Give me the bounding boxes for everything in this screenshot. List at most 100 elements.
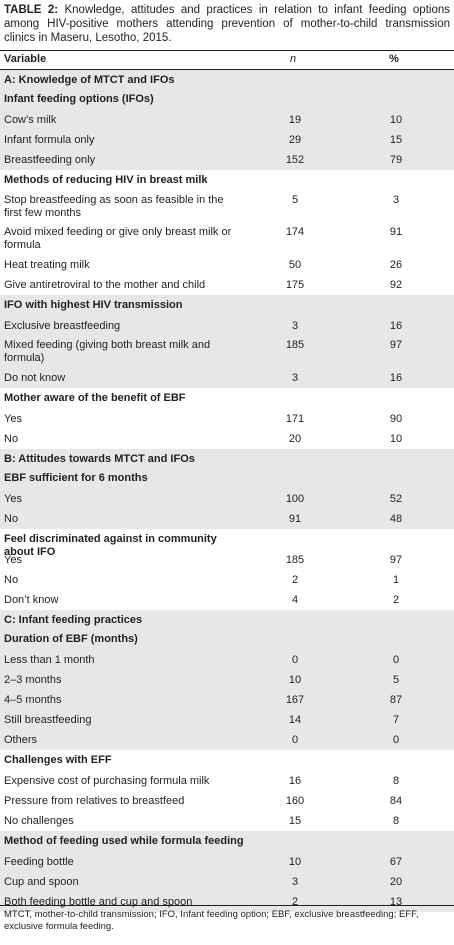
row-n: 3: [291, 320, 299, 332]
row-label: Feel discriminated against in community …: [4, 533, 217, 558]
row-n: 0: [291, 734, 299, 746]
table-row: Cow’s milk 19 10: [0, 110, 454, 130]
row-n: 174: [285, 226, 305, 238]
row-n: 175: [285, 279, 305, 291]
row-percent: 79: [389, 154, 403, 166]
row-percent: 3: [392, 194, 400, 206]
row-percent: 84: [389, 795, 403, 807]
row-n: 4: [291, 594, 299, 606]
row-label: Feeding bottle: [4, 856, 74, 868]
table-row: Yes 185 97: [0, 550, 454, 570]
row-n: 185: [285, 554, 305, 566]
row-percent: 97: [389, 554, 403, 566]
row-label: EBF sufficient for 6 months: [4, 472, 148, 484]
row-label: Heat treating milk: [4, 259, 90, 271]
row-n: 50: [288, 259, 302, 271]
table-row: Mixed feeding (giving both breast milk a…: [0, 336, 454, 368]
row-label: Method of feeding used while formula fee…: [4, 835, 244, 847]
table-row: Yes 100 52: [0, 489, 454, 509]
row-percent: 7: [392, 714, 400, 726]
table-row: Breastfeeding only 152 79: [0, 150, 454, 170]
row-label: Both feeding bottle and cup and spoon: [4, 896, 193, 908]
table-row: Heat treating milk 50 26: [0, 255, 454, 275]
row-n: 10: [288, 856, 302, 868]
row-percent: 92: [389, 279, 403, 291]
table-row: 4–5 months 167 87: [0, 690, 454, 710]
table-row: Pressure from relatives to breastfeed 160…: [0, 791, 454, 811]
row-n: 10: [288, 674, 302, 686]
row-percent: 87: [389, 694, 403, 706]
row-n: 185: [285, 339, 305, 351]
group-heading-row: IFO with highest HIV transmission: [0, 295, 454, 316]
row-label: Mother aware of the benefit of EBF: [4, 392, 186, 404]
table-row: Give antiretroviral to the mother and ch…: [0, 275, 454, 295]
row-percent: 10: [389, 114, 403, 126]
table-row: 2–3 months 10 5: [0, 670, 454, 690]
table-row: Expensive cost of purchasing formula mil…: [0, 771, 454, 791]
row-percent: 16: [389, 320, 403, 332]
row-percent: 16: [389, 372, 403, 384]
section-heading-row: A: Knowledge of MTCT and IFOs: [0, 70, 454, 89]
table-row: Cup and spoon 3 20: [0, 872, 454, 892]
row-n: 100: [285, 493, 305, 505]
section-heading-row: B: Attitudes towards MTCT and IFOs: [0, 449, 454, 468]
row-label: Less than 1 month: [4, 654, 95, 666]
row-percent: 5: [392, 674, 400, 686]
row-n: 171: [285, 413, 305, 425]
table-row: Yes 171 90: [0, 409, 454, 429]
row-percent: 0: [392, 654, 400, 666]
table-header: Variable n %: [0, 50, 454, 70]
group-heading-row: Methods of reducing HIV in breast milk: [0, 170, 454, 191]
row-percent: 67: [389, 856, 403, 868]
table-row: Still breastfeeding 14 7: [0, 710, 454, 730]
table-row: Exclusive breastfeeding 3 16: [0, 316, 454, 336]
row-n: 19: [288, 114, 302, 126]
row-n: 16: [288, 775, 302, 787]
group-heading-row: Method of feeding used while formula fee…: [0, 831, 454, 852]
row-n: 2: [291, 896, 299, 908]
header-n: n: [290, 53, 297, 65]
row-n: 3: [291, 876, 299, 888]
table-footnote: MTCT, mother-to-child transmission; IFO,…: [4, 909, 419, 932]
row-n: 91: [288, 513, 302, 525]
row-n: 3: [291, 372, 299, 384]
row-label: Do not know: [4, 372, 66, 384]
table-row: No 20 10: [0, 429, 454, 449]
row-label: No challenges: [4, 815, 74, 827]
row-percent: 8: [392, 775, 400, 787]
group-heading-row: Challenges with EFF: [0, 750, 454, 771]
row-percent: 90: [389, 413, 403, 425]
row-label: Duration of EBF (months): [4, 633, 138, 645]
table-row: Avoid mixed feeding or give only breast …: [0, 223, 454, 255]
row-label: Infant feeding options (IFOs): [4, 93, 154, 105]
table-row: Less than 1 month 0 0: [0, 650, 454, 670]
row-percent: 48: [389, 513, 403, 525]
row-label: No: [4, 513, 19, 525]
row-n: 167: [285, 694, 305, 706]
row-label: 2–3 months: [4, 674, 62, 686]
table-row: Don’t know 4 2: [0, 590, 454, 610]
table-caption: TABLE 2: Knowledge, attitudes and practi…: [4, 3, 450, 45]
table-row: Feeding bottle 10 67: [0, 852, 454, 872]
row-label: Yes: [4, 493, 22, 505]
row-label: Challenges with EFF: [4, 754, 112, 766]
section-heading-row: C: Infant feeding practices: [0, 610, 454, 629]
row-n: 29: [288, 134, 302, 146]
row-label: Yes: [4, 413, 22, 425]
row-n: 14: [288, 714, 302, 726]
row-label: Expensive cost of purchasing formula mil…: [4, 775, 210, 787]
row-n: 5: [291, 194, 299, 206]
row-percent: 26: [389, 259, 403, 271]
group-heading-row: Duration of EBF (months): [0, 629, 454, 650]
row-label: Still breastfeeding: [4, 714, 92, 726]
row-label: Cow’s milk: [4, 114, 57, 126]
row-label: No: [4, 574, 19, 586]
row-label: Infant formula only: [4, 134, 95, 146]
row-n: 20: [288, 433, 302, 445]
row-label: Cup and spoon: [4, 876, 79, 888]
group-heading-row: Mother aware of the benefit of EBF: [0, 388, 454, 409]
row-label: Breastfeeding only: [4, 154, 96, 166]
table-row: Stop breastfeeding as soon as feasible i…: [0, 191, 454, 223]
row-label: IFO with highest HIV transmission: [4, 299, 183, 311]
header-variable: Variable: [4, 53, 47, 65]
